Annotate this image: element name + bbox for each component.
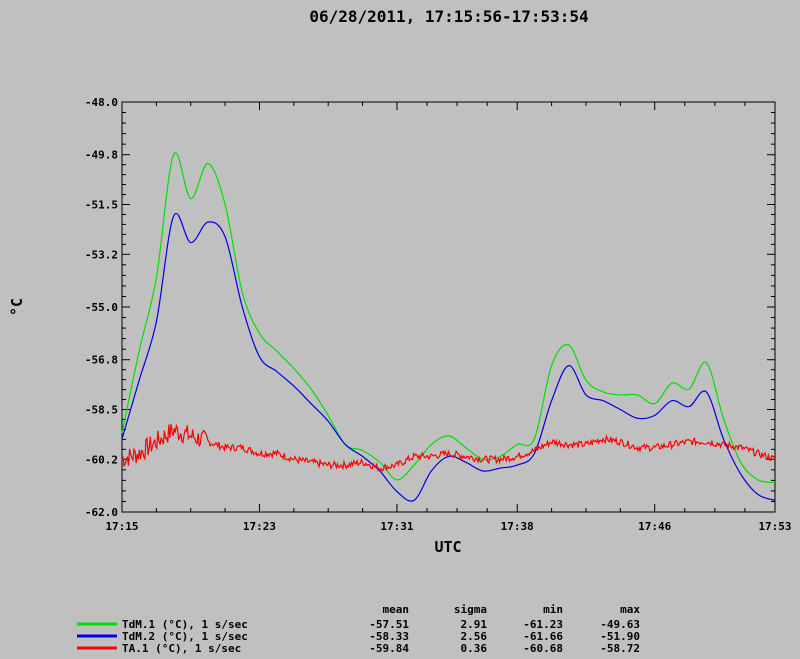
legend: mean sigma min max TdM.1 (°C), 1 s/sec -57.51…: [77, 603, 640, 655]
series-line-3: [121, 423, 776, 472]
stats-value: -60.68: [523, 642, 563, 655]
stats-value: -58.33: [369, 630, 409, 643]
y-tick-label: -53.2: [85, 248, 118, 261]
chart-title: 06/28/2011, 17:15:56-17:53:54: [309, 7, 588, 26]
stats-header: mean: [383, 603, 410, 616]
y-tick-label: -55.0: [85, 301, 118, 314]
legend-entry: TA.1 (°C), 1 s/sec: [122, 642, 241, 655]
y-tick-label: -62.0: [85, 506, 118, 519]
x-tick-label: 17:38: [501, 520, 534, 533]
series-lines: [121, 152, 776, 502]
stats-value: -58.72: [600, 642, 640, 655]
series-line-1: [121, 152, 776, 484]
x-tick-label: 17:15: [105, 520, 138, 533]
y-axis-title: °C: [8, 298, 26, 316]
stats-value: -57.51: [369, 618, 409, 631]
x-axis-title: UTC: [434, 538, 461, 556]
stats-value: -61.23: [523, 618, 563, 631]
x-tick-label: 17:46: [638, 520, 671, 533]
stats-value: 2.56: [461, 630, 488, 643]
stats-header: min: [543, 603, 563, 616]
stats-value: 0.36: [461, 642, 488, 655]
x-tick-label: 17:53: [758, 520, 791, 533]
stats-value: -59.84: [369, 642, 409, 655]
stats-header: sigma: [454, 603, 487, 616]
y-tick-label: -56.8: [85, 354, 118, 367]
axis-ticks: -48.0 -49.8 -51.5 -53.2 -55.0 -56.8 -58.5 -60.2…: [85, 96, 792, 533]
stats-value: -49.63: [600, 618, 640, 631]
stats-value: 2.91: [461, 618, 488, 631]
y-tick-label: -51.5: [85, 199, 118, 212]
x-tick-label: 17:31: [380, 520, 413, 533]
stats-value: -61.66: [523, 630, 563, 643]
x-tick-label: 17:23: [243, 520, 276, 533]
legend-entry: TdM.1 (°C), 1 s/sec: [122, 618, 248, 631]
y-tick-label: -48.0: [85, 96, 118, 109]
series-line-2: [121, 212, 776, 502]
stats-header: max: [620, 603, 640, 616]
y-tick-label: -60.2: [85, 453, 118, 466]
y-tick-label: -58.5: [85, 404, 118, 417]
legend-entry: TdM.2 (°C), 1 s/sec: [122, 630, 248, 643]
stats-value: -51.90: [600, 630, 640, 643]
y-tick-label: -49.8: [85, 149, 118, 162]
